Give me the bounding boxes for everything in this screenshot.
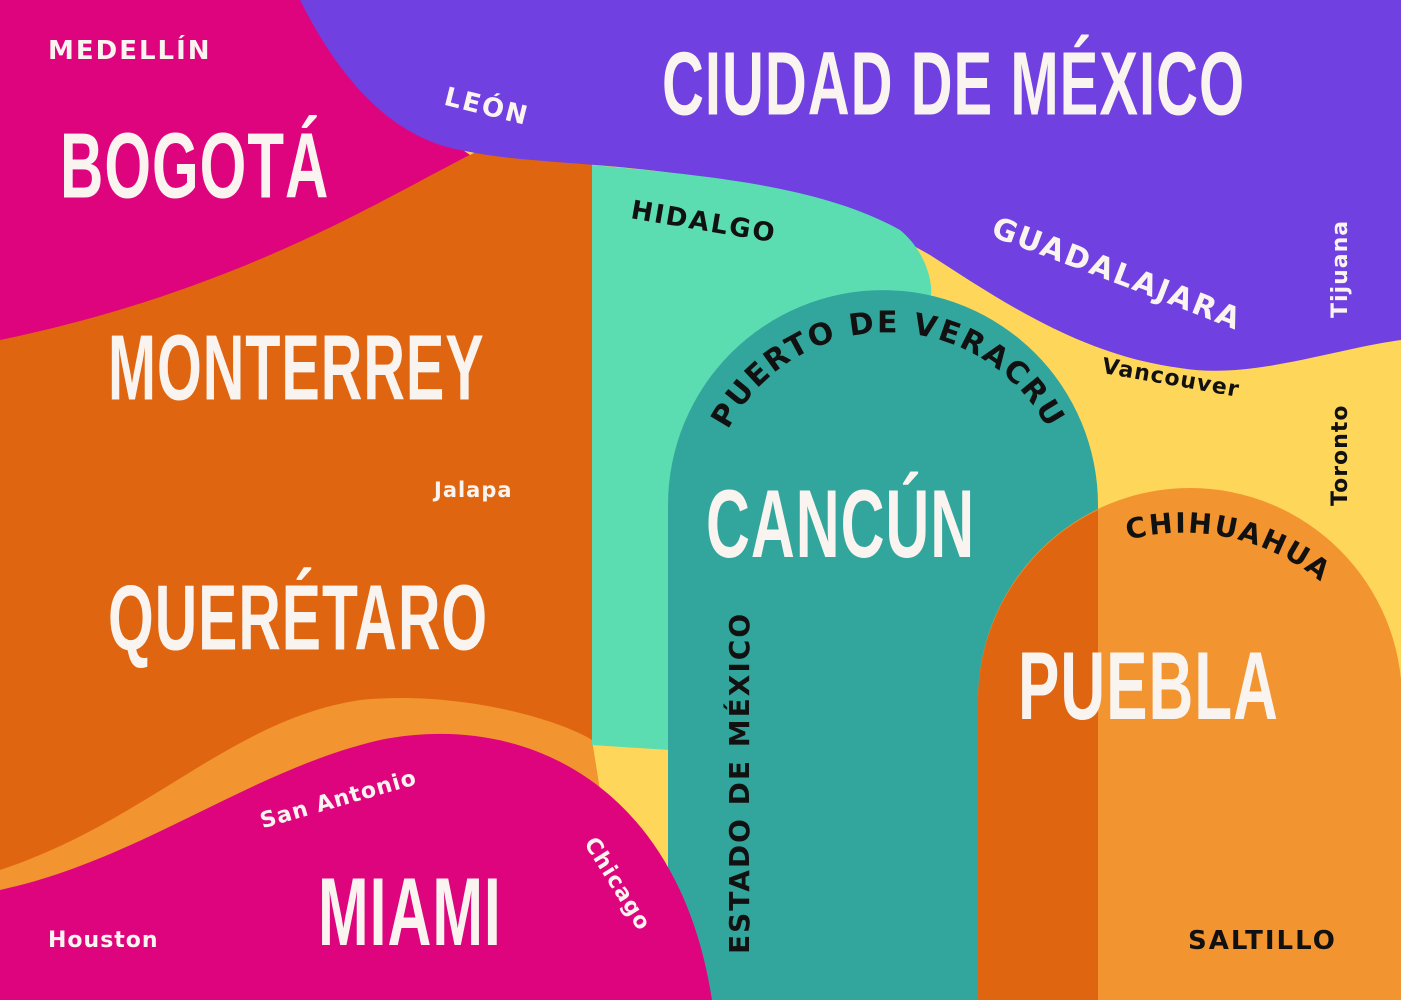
label-queretaro: QUERÉTARO xyxy=(108,565,489,670)
label-saltillo: SALTILLO xyxy=(1188,926,1337,956)
label-medellin: MEDELLÍN xyxy=(48,36,212,66)
label-tijuana: Tijuana xyxy=(1328,219,1353,318)
purple-top-region xyxy=(300,0,1401,371)
label-estado-de-mexico: ESTADO DE MÉXICO xyxy=(723,611,756,954)
label-chihuahua: CHIHUAHUA xyxy=(1122,506,1337,588)
magenta-bottom-region xyxy=(0,733,712,1000)
label-monterrey: MONTERREY xyxy=(108,315,485,420)
label-puebla: PUEBLA xyxy=(1018,633,1279,741)
label-houston: Houston xyxy=(48,928,159,953)
label-bogota: BOGOTÁ xyxy=(60,113,330,218)
magenta-top-region xyxy=(0,0,470,340)
label-jalapa: Jalapa xyxy=(434,478,513,502)
dark-orange-arch-half xyxy=(978,510,1098,1000)
label-miami: MIAMI xyxy=(318,859,502,967)
label-ciudad-de-mexico: CIUDAD DE MÉXICO xyxy=(662,33,1246,135)
label-guadalajara: GUADALAJARA xyxy=(987,211,1247,338)
label-cancun: CANCÚN xyxy=(706,471,976,579)
label-toronto: Toronto xyxy=(1328,404,1353,506)
label-hidalgo: HIDALGO xyxy=(629,195,779,249)
